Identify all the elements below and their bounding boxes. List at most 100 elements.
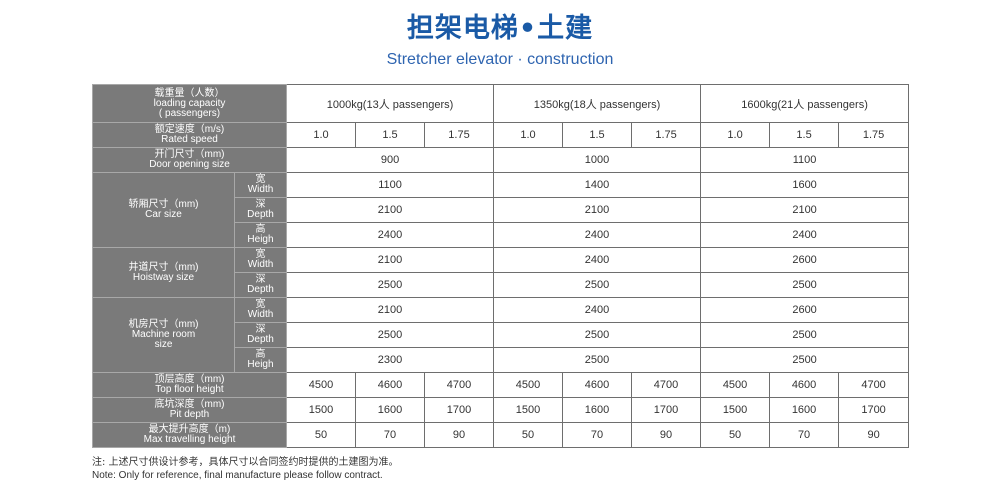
hoistway-width-cell: 2100 (285, 247, 495, 273)
height-label-zh: 高 (255, 224, 266, 235)
travel-cell: 90 (838, 422, 910, 448)
capacity-cell: 1350kg(18人 passengers) (493, 84, 702, 123)
car-header: 轿厢尺寸（mm) Car size (92, 172, 235, 248)
travel-label-en: Max travelling height (143, 434, 236, 445)
table-row: 最大提升高度（m) Max travelling height 50 70 90… (92, 422, 910, 448)
machine-height-cell: 2500 (493, 347, 702, 373)
depth-label-zh: 深 (255, 199, 266, 210)
capacity-cell: 1000kg(13人 passengers) (285, 84, 495, 123)
depth-label-en: Depth (247, 334, 274, 345)
travel-cell: 50 (700, 422, 771, 448)
door-cell: 1000 (493, 147, 702, 173)
table-row: 机房尺寸（mm) Machine room size 宽 Width 2100 … (92, 297, 910, 373)
page-title: 担架电梯•土建 (406, 13, 594, 44)
pit-cell: 1600 (355, 397, 425, 423)
depth-label-zh: 深 (255, 324, 266, 335)
hoistway-width-cell: 2600 (700, 247, 910, 273)
table-row: 额定速度（m/s) Rated speed 1.0 1.5 1.75 1.0 1… (92, 122, 910, 148)
speed-cell: 1.0 (493, 122, 564, 148)
table-row: 开门尺寸（mm) Door opening size 900 1000 1100 (92, 147, 910, 173)
table-row: 井道尺寸（mm) Hoistway size 宽 Width 2100 2400… (92, 247, 910, 298)
note-zh: 注: 上述尺寸供设计参考，具体尺寸以合同签约时提供的土建图为准。 (92, 457, 399, 468)
speed-header: 额定速度（m/s) Rated speed (92, 122, 287, 148)
car-width-cell: 1100 (285, 172, 495, 198)
machine-header: 机房尺寸（mm) Machine room size (92, 297, 235, 373)
door-cell: 1100 (700, 147, 910, 173)
height-subheader: 高 Heigh (234, 347, 287, 373)
speed-cell: 1.5 (769, 122, 840, 148)
car-depth-cell: 2100 (285, 197, 495, 223)
page-subtitle: Stretcher elevator · construction (386, 51, 614, 68)
speed-cell: 1.75 (423, 122, 495, 148)
capacity-cell: 1600kg(21人 passengers) (700, 84, 910, 123)
pit-cell: 1500 (286, 397, 356, 423)
depth-subheader: 深 Depth (234, 272, 287, 298)
pit-cell: 1700 (631, 397, 702, 423)
width-label-en: Width (247, 259, 274, 270)
hoistway-label-zh: 井道尺寸（mm) (128, 261, 199, 273)
table-row: 底坑深度（mm) Pit depth 1500 1600 1700 1500 1… (92, 397, 910, 423)
speed-label-zh: 额定速度（m/s) (154, 124, 225, 135)
machine-depth-cell: 2500 (285, 322, 495, 348)
machine-width-cell: 2400 (493, 297, 702, 323)
capacity-label-en-2: ( passengers) (158, 107, 221, 119)
width-label-zh: 宽 (255, 299, 266, 310)
machine-depth-cell: 2500 (700, 322, 910, 348)
capacity-label-zh: 载重量（人数） (154, 87, 225, 99)
width-label-zh: 宽 (255, 174, 266, 185)
travel-cell: 50 (493, 422, 564, 448)
depth-subheader: 深 Depth (234, 197, 287, 223)
pit-cell: 1700 (838, 397, 910, 423)
topfloor-cell: 4700 (838, 372, 910, 398)
hoistway-label-en: Hoistway size (132, 271, 195, 283)
capacity-label-en: loading capacity (153, 97, 226, 109)
topfloor-header: 顶层高度（mm) Top floor height (92, 372, 287, 398)
car-height-cell: 2400 (285, 222, 495, 248)
machine-label-en-2: size (154, 339, 173, 350)
capacity-header: 载重量（人数） loading capacity ( passengers) (92, 84, 287, 123)
width-subheader: 宽 Width (234, 247, 287, 273)
car-depth-cell: 2100 (493, 197, 702, 223)
width-label-en: Width (247, 184, 274, 195)
table-row: 高 Heigh 2300 2500 2500 (93, 347, 910, 373)
car-label-zh: 轿厢尺寸（mm) (128, 199, 199, 210)
hoistway-depth-cell: 2500 (700, 272, 910, 298)
machine-width-cell: 2100 (285, 297, 495, 323)
note-en: Note: Only for reference, final manufact… (92, 470, 383, 481)
height-label-zh: 高 (255, 349, 266, 360)
machine-height-cell: 2500 (700, 347, 910, 373)
topfloor-cell: 4500 (493, 372, 564, 398)
car-width-cell: 1400 (493, 172, 702, 198)
depth-label-zh: 深 (255, 274, 266, 285)
height-subheader: 高 Heigh (234, 222, 287, 248)
pit-cell: 1600 (769, 397, 840, 423)
pit-cell: 1500 (700, 397, 771, 423)
topfloor-cell: 4500 (286, 372, 356, 398)
machine-label-zh: 机房尺寸（mm) (128, 319, 199, 330)
pit-label-en: Pit depth (169, 409, 210, 420)
door-label-zh: 开门尺寸（mm) (154, 149, 225, 160)
height-label-en: Heigh (247, 359, 274, 370)
pit-cell: 1600 (562, 397, 633, 423)
hoistway-width-cell: 2400 (493, 247, 702, 273)
depth-subheader: 深 Depth (234, 322, 287, 348)
travel-cell: 90 (631, 422, 702, 448)
speed-cell: 1.5 (355, 122, 425, 148)
depth-label-en: Depth (247, 284, 274, 295)
topfloor-cell: 4600 (355, 372, 425, 398)
spec-table: 载重量（人数） loading capacity ( passengers) 1… (92, 84, 910, 448)
machine-height-cell: 2300 (285, 347, 495, 373)
hoistway-depth-cell: 2500 (285, 272, 495, 298)
topfloor-cell: 4600 (769, 372, 840, 398)
table-row: 高 Heigh 2400 2400 2400 (93, 222, 910, 248)
speed-cell: 1.75 (838, 122, 910, 148)
car-height-cell: 2400 (493, 222, 702, 248)
topfloor-label-en: Top floor height (155, 384, 224, 395)
pit-header: 底坑深度（mm) Pit depth (92, 397, 287, 423)
door-cell: 900 (285, 147, 495, 173)
car-height-cell: 2400 (700, 222, 910, 248)
topfloor-cell: 4500 (700, 372, 771, 398)
speed-cell: 1.0 (700, 122, 771, 148)
topfloor-label-zh: 顶层高度（mm) (154, 374, 225, 385)
width-label-en: Width (247, 309, 274, 320)
